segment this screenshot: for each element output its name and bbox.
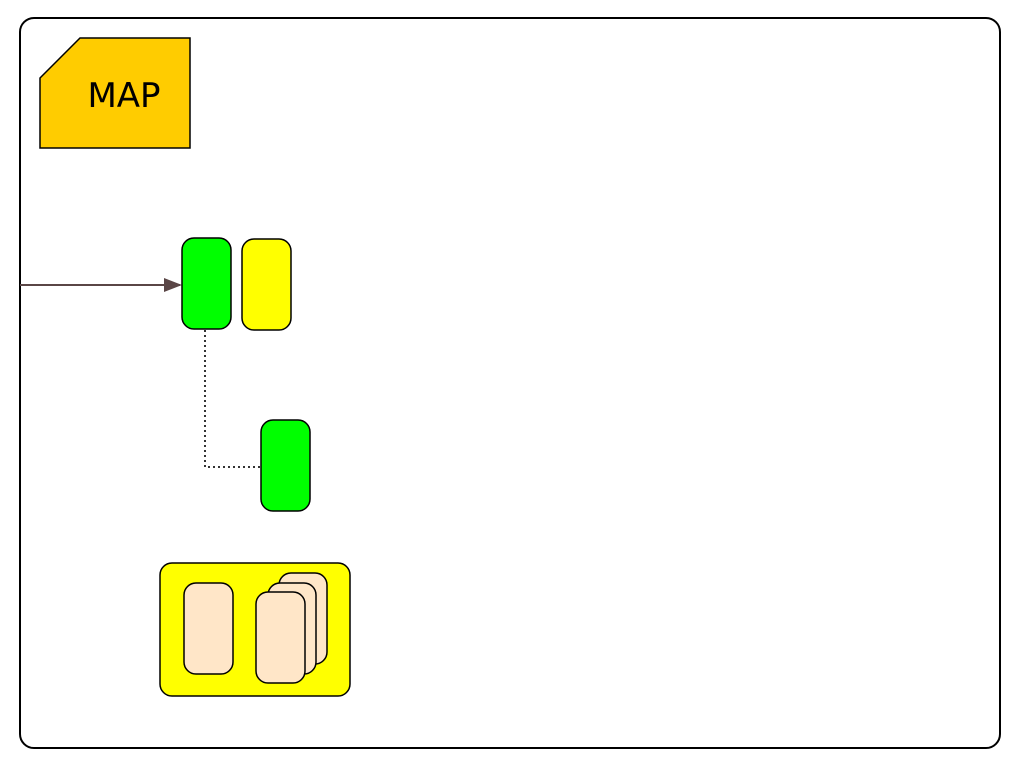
node-group[interactable] [159, 562, 351, 697]
green-node-secondary[interactable] [260, 419, 311, 512]
group-item-single[interactable] [183, 582, 234, 675]
map-tag-label: MAP [87, 76, 160, 116]
group-stack-item-front[interactable] [255, 591, 306, 684]
green-node-primary[interactable] [181, 237, 232, 330]
map-tag: MAP [39, 37, 191, 149]
map-tag-shape [39, 37, 191, 149]
yellow-node[interactable] [241, 238, 292, 331]
dotted-connector [204, 330, 260, 468]
